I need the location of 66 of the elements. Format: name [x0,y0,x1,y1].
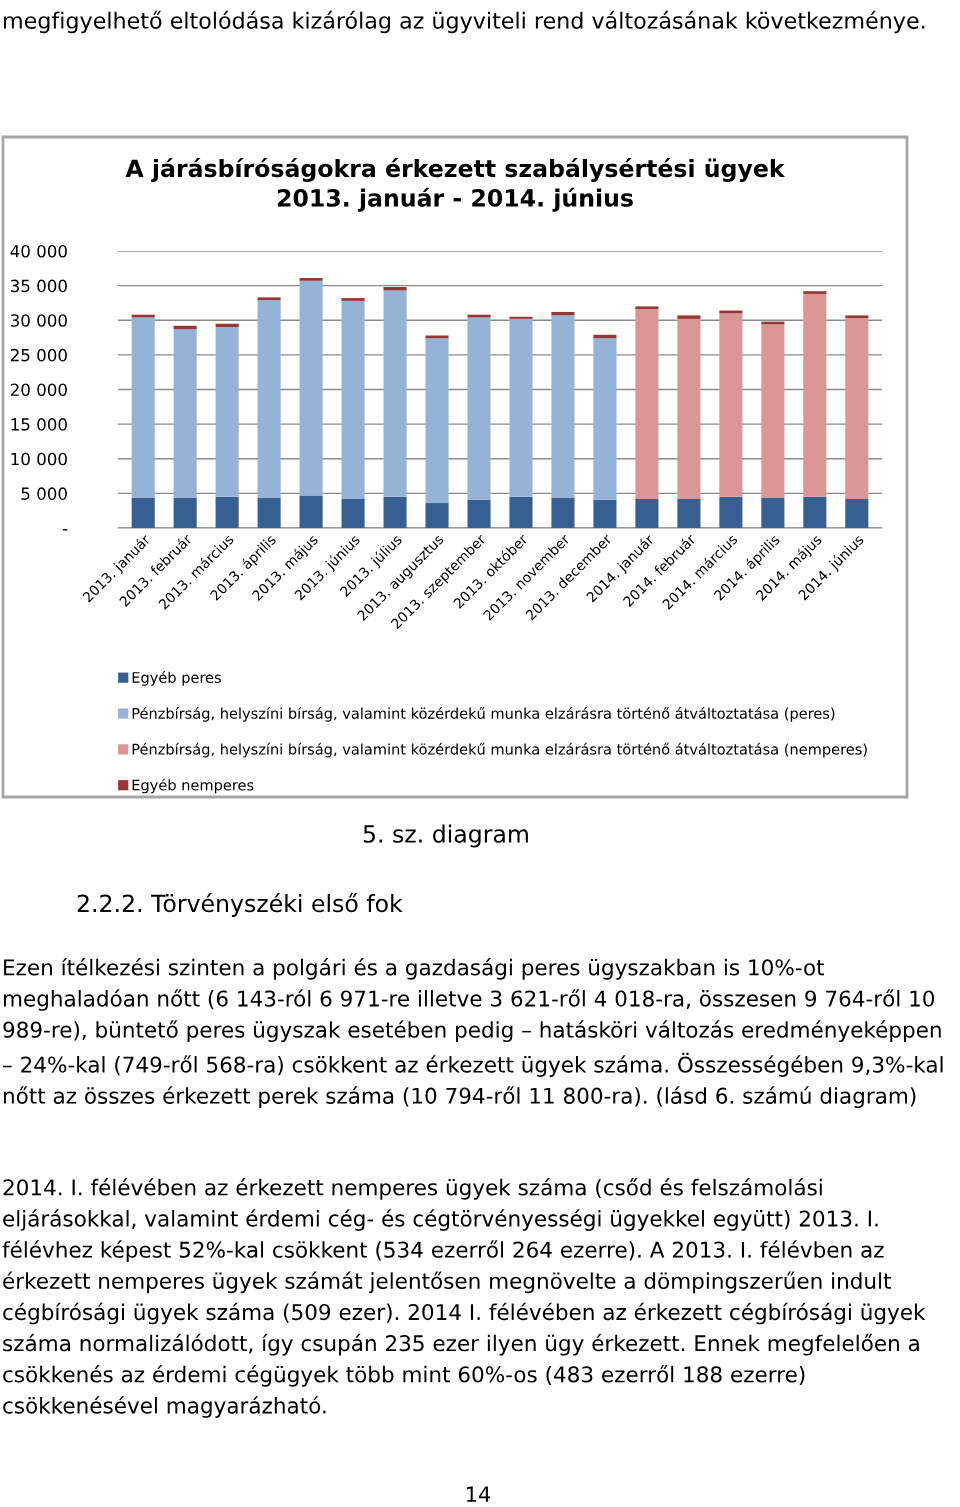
bar [341,498,365,528]
bar [383,496,407,528]
y-tick-label: 10 000 [11,452,67,466]
bar [635,309,659,499]
bar [593,499,617,528]
bar [257,297,281,301]
legend-label: Pénzbírság, helyszíni bírság, valamint közérdekű munka elzárásra történő átváltoztatása (nemperes) [132,742,867,758]
bar [845,315,869,319]
bar [257,497,281,528]
legend-label: Pénzbírság, helyszíni bírság, valamint közérdekű munka elzárásra történő átváltoztatása (peres) [132,706,835,722]
bar [761,497,785,528]
bar [845,318,869,499]
text: 5. sz. diagram [363,824,528,848]
y-tick-label: 25 000 [10,348,67,362]
bar [551,315,575,498]
bar [173,329,197,498]
bar [215,327,239,497]
y-tick-label: 35 000 [10,279,67,293]
text: 14 [467,1486,491,1502]
bar [593,338,617,500]
bar [803,291,827,294]
y-tick-label: 30 000 [10,314,67,327]
bar [719,313,743,497]
bar [257,300,281,498]
bar [677,498,701,528]
bar [467,317,491,500]
bar [509,496,533,528]
bar [341,300,365,499]
text: Ezen ítélkezési szinten a polgári és a gazdasági peres ügyszakban is 10%-ot meghaladóan nőtt (6 143-ról 6 971-re illetve 3 621-ről 4 018-ra, összesen 9 764-ről 10 989-re), büntető peres ügyszak esetében pedig – hatásköri változás eredményeképpen – 24%-kal (749-ről 568-ra) csökkent az érkezett ügyek száma. Összességében 9,3%-kal nőtt az összes érkezett perek száma (10 794-ről 11 800-ra). (lásd 6. számú diagram) [3,958,943,1109]
bar [383,290,407,497]
bar [131,497,155,528]
bar [761,324,785,498]
y-tick-label: 5 000 [21,487,67,500]
bar [635,498,659,528]
legend-label: Egyéb nemperes [132,778,254,794]
bar [551,311,575,316]
y-tick-label: - [62,529,68,531]
bar [719,496,743,528]
text: 2014. I. félévében az érkezett nemperes ügyek száma (csőd és felszámolási eljárásokkal, valamint érdemi cég- és cégtörvényességi ügyekkel együtt) 2013. I. félévhez képest 52%-kal csökkent (534 ezerről 264 ezerre). A 2013. I. félévben az érkezett nemperes ügyek számát jelentősen megnövelte a dömpingszerűen indult cégbírósági ügyek száma (509 ezer). 2014 I. félévében az érkezett cégbírósági ügyek száma normalizálódott, így csupán 235 ezer ilyen ügy érkezett. Ennek megfelelően a csökkenés az érdemi cégügyek több mint 60%-os (483 ezerről 188 ezerre) csökkenésével magyarázható. [2,1178,926,1418]
bar [845,498,869,528]
bar [299,280,323,496]
bar [173,497,197,528]
bar [467,499,491,528]
bar [299,495,323,528]
bar [677,315,701,319]
y-tick-label: 40 000 [10,244,67,258]
bar [509,318,533,497]
bar [551,497,575,528]
bar [803,293,827,497]
bar [425,338,449,504]
legend-label: Egyéb peres [132,671,221,686]
bar [131,317,155,498]
bar [635,306,659,310]
bar [215,496,239,528]
chart-title: A járásbíróságokra érkezett szabálysértési ügyek 2013. január - 2014. június [125,158,786,212]
bar [803,496,827,528]
bar [509,316,533,319]
bar [425,503,449,528]
text: 2.2.2. Törvényszéki első fok [77,893,403,917]
text: megfigyelhető eltolódása kizárólag az ügyviteli rend változásának következménye. [4,10,925,34]
y-tick-label: 20 000 [10,383,67,397]
bar [341,298,365,301]
y-tick-label: 15 000 [11,418,67,431]
bar [299,278,323,281]
bar [677,318,701,499]
bar [425,335,449,339]
